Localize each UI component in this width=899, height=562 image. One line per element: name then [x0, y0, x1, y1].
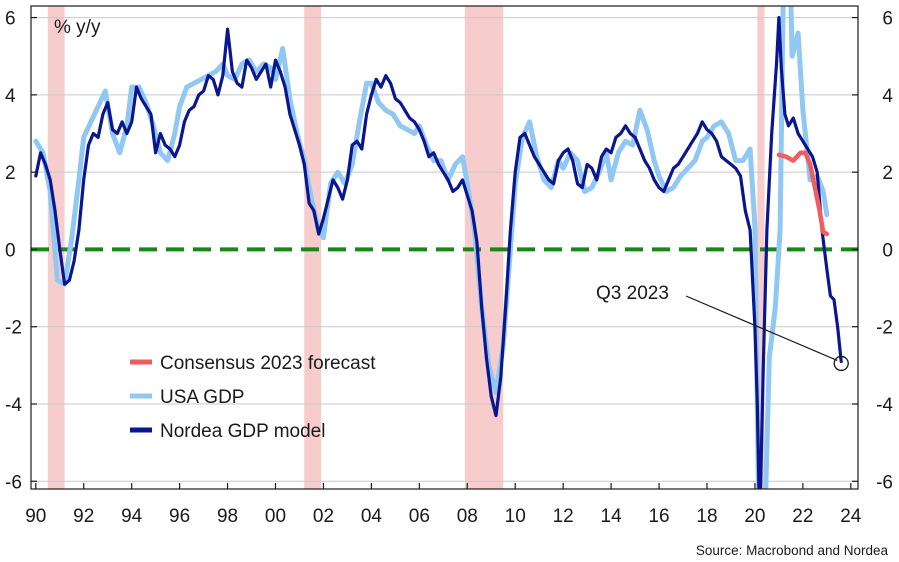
series-layer [33, 6, 843, 489]
x-tick-0: 90 [25, 506, 46, 527]
y-tick-right-1: 4 [882, 86, 893, 107]
y-tick-left-0: 6 [5, 9, 16, 30]
series-line-usa-gdp [33, 6, 830, 489]
legend-label-1: USA GDP [160, 387, 244, 408]
y-tick-right-3: 0 [882, 240, 893, 261]
y-tick-right-4: -2 [876, 318, 893, 339]
x-tick-7: 04 [361, 506, 383, 527]
x-tick-17: 24 [840, 506, 862, 527]
series-line-consensus-2023-forecast [776, 150, 830, 237]
x-tick-1: 92 [73, 506, 94, 527]
y-tick-right-6: -6 [876, 472, 893, 493]
x-tick-8: 06 [409, 506, 430, 527]
x-tick-10: 10 [505, 506, 526, 527]
legend-label-0: Consensus 2023 forecast [160, 353, 376, 374]
plot-frame [30, 5, 859, 490]
x-tick-6: 02 [313, 506, 334, 527]
legend: Consensus 2023 forecast USA GDP Nordea GDP… [130, 353, 376, 442]
y-tick-right-0: 6 [882, 9, 893, 30]
annotation-leader-line [685, 295, 838, 361]
x-tick-13: 16 [648, 506, 669, 527]
y-tick-left-6: -6 [5, 472, 22, 493]
x-tick-2: 94 [121, 506, 143, 527]
y-tick-right-2: 2 [882, 163, 893, 184]
unit-label: % y/y [54, 17, 101, 38]
series-line-nordea-gdp-model [34, 16, 843, 489]
y-tick-left-5: -4 [5, 395, 22, 416]
y-axis-right: 6 4 2 0 -2 -4 -6 [852, 9, 893, 493]
x-axis: 90 92 94 96 98 00 02 04 06 08 10 12 14 16 18 20 22 24 [25, 483, 862, 527]
x-tick-11: 12 [553, 506, 574, 527]
annotation-circle [833, 355, 849, 372]
x-tick-14: 18 [696, 506, 717, 527]
x-tick-9: 08 [457, 506, 478, 527]
x-tick-16: 22 [792, 506, 813, 527]
y-tick-left-2: 2 [5, 163, 16, 184]
y-tick-left-1: 4 [5, 86, 16, 107]
x-tick-3: 96 [169, 506, 190, 527]
annotation-label: Q3 2023 [596, 283, 669, 304]
x-tick-15: 20 [744, 506, 765, 527]
legend-label-2: Nordea GDP model [160, 421, 325, 442]
source-note: Source: Macrobond and Nordea [696, 543, 889, 558]
horizontal-gridlines [31, 17, 858, 482]
y-tick-left-4: -2 [5, 318, 22, 339]
y-tick-right-5: -4 [876, 395, 893, 416]
q3-2023-annotation: Q3 2023 [596, 283, 849, 372]
x-tick-4: 98 [217, 506, 238, 527]
y-tick-left-3: 0 [5, 240, 16, 261]
x-tick-12: 14 [601, 506, 623, 527]
y-axis-left: 6 4 2 0 -2 -4 -6 [5, 9, 37, 493]
x-tick-5: 00 [265, 506, 286, 527]
